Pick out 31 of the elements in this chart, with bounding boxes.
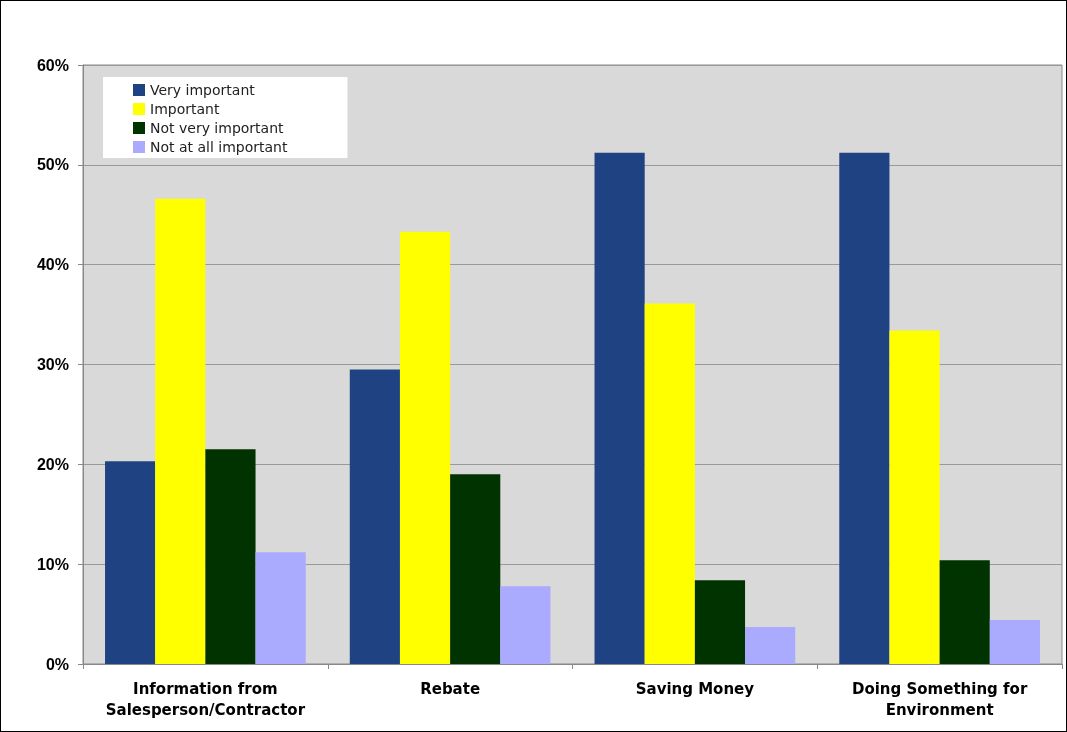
y-tick-label: 30% xyxy=(36,356,69,373)
bar xyxy=(500,586,551,664)
y-tick-label: 10% xyxy=(36,555,69,573)
bar xyxy=(989,620,1040,664)
bar xyxy=(155,198,206,664)
legend-label: Not at all important xyxy=(150,139,288,155)
bar xyxy=(205,449,256,664)
bar xyxy=(644,303,695,664)
legend-label: Not very important xyxy=(150,120,285,136)
bar xyxy=(105,461,156,664)
y-tick-label: 0% xyxy=(45,655,69,673)
x-tick-label: Saving Money xyxy=(635,679,755,698)
bar xyxy=(255,552,306,664)
y-tick-label: 60% xyxy=(36,56,69,74)
bar xyxy=(839,152,890,664)
bar xyxy=(450,474,501,664)
x-tick-label: Doing Something for Environment xyxy=(851,679,1028,719)
bar xyxy=(745,627,796,664)
bar xyxy=(594,152,645,664)
y-tick-label: 50% xyxy=(36,156,69,174)
y-tick-label: 20% xyxy=(36,455,69,473)
bar xyxy=(694,580,746,664)
legend-label: Important xyxy=(150,101,220,117)
x-tick-label: Rebate xyxy=(420,679,481,698)
bar xyxy=(939,560,990,664)
bar xyxy=(889,330,940,664)
legend-label: Very important xyxy=(150,82,256,98)
bar xyxy=(399,231,451,664)
x-tick-label: Information from Salesperson/Contractor xyxy=(105,679,306,719)
y-tick-label: 40% xyxy=(36,256,69,274)
bar xyxy=(349,369,400,664)
